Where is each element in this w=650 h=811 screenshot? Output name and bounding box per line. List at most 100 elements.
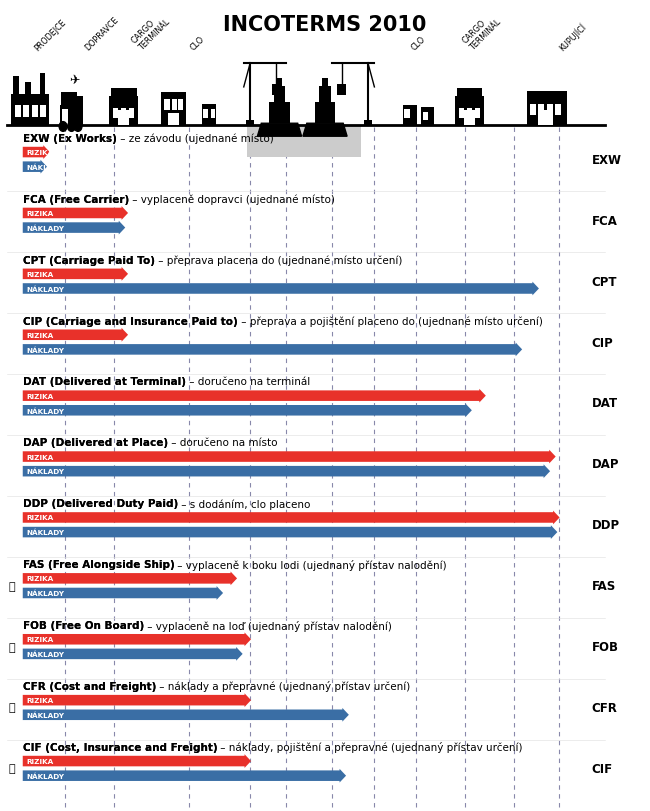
Text: – vyplaceně k boku lodi (ujednaný přístav nalodění): – vyplaceně k boku lodi (ujednaný přísta…	[174, 559, 447, 570]
Text: NÁKLADY: NÁKLADY	[27, 772, 64, 779]
FancyArrow shape	[23, 328, 128, 342]
Text: DDP (Delivered Duty Paid): DDP (Delivered Duty Paid)	[23, 499, 178, 508]
Bar	[457, 89, 482, 97]
Text: DDP: DDP	[592, 518, 619, 532]
Text: NÁKLADY: NÁKLADY	[27, 346, 64, 354]
Text: NÁKLADY: NÁKLADY	[27, 407, 64, 414]
Text: DAP (Delivered at Place): DAP (Delivered at Place)	[23, 438, 168, 448]
Text: RIZIKA: RIZIKA	[27, 515, 54, 521]
Text: FAS (Free Alongside Ship): FAS (Free Alongside Ship)	[23, 560, 174, 569]
Text: EXW: EXW	[592, 153, 621, 167]
FancyArrow shape	[23, 633, 251, 646]
Bar	[422, 113, 428, 121]
Text: CARGO
TERMINÁL: CARGO TERMINÁL	[129, 11, 172, 53]
Text: FAS: FAS	[592, 579, 616, 593]
Text: DAP (Delivered at Place): DAP (Delivered at Place)	[23, 438, 168, 448]
Text: NÁKLADY: NÁKLADY	[27, 711, 64, 719]
Circle shape	[74, 122, 82, 132]
FancyArrow shape	[23, 207, 128, 221]
Bar	[364, 121, 372, 126]
FancyArrow shape	[23, 511, 560, 525]
Text: RIZIKA: RIZIKA	[27, 697, 54, 703]
Text: DAT: DAT	[592, 397, 618, 410]
Bar	[547, 105, 552, 116]
Bar	[168, 114, 179, 126]
FancyArrow shape	[23, 647, 242, 661]
Text: CLO: CLO	[188, 35, 207, 53]
Bar	[246, 121, 254, 126]
FancyArrow shape	[23, 708, 349, 722]
Text: DDP (Delivered Duty Paid): DDP (Delivered Duty Paid)	[23, 499, 178, 508]
Bar	[32, 106, 38, 118]
Text: EXW (Ex Works): EXW (Ex Works)	[23, 134, 116, 144]
Bar	[538, 105, 544, 116]
Text: CIF: CIF	[592, 762, 612, 775]
Text: CLO: CLO	[410, 35, 428, 53]
Bar	[172, 100, 177, 111]
Text: CPT (Carriage Paid To): CPT (Carriage Paid To)	[23, 255, 155, 265]
FancyArrow shape	[23, 161, 47, 174]
Text: CFR: CFR	[592, 701, 618, 714]
Text: NÁKLADY: NÁKLADY	[27, 285, 64, 293]
Text: EXW (Ex Works): EXW (Ex Works)	[23, 134, 116, 144]
Text: CFR (Cost and Freight): CFR (Cost and Freight)	[23, 681, 156, 691]
FancyArrow shape	[23, 465, 550, 478]
Text: NÁKLADY: NÁKLADY	[27, 225, 64, 232]
Text: ✈: ✈	[69, 75, 79, 88]
Text: NÁKLADY: NÁKLADY	[27, 590, 64, 597]
Text: 🚢: 🚢	[8, 702, 15, 713]
Text: PRODEJCE: PRODEJCE	[32, 18, 68, 53]
Bar	[40, 74, 46, 95]
Text: FOB (Free On Board): FOB (Free On Board)	[23, 620, 144, 630]
Text: FCA (Free Carrier): FCA (Free Carrier)	[23, 195, 129, 204]
Bar	[421, 108, 434, 126]
Text: NÁKLADY: NÁKLADY	[27, 650, 64, 658]
Text: INCOTERMS 2010: INCOTERMS 2010	[224, 15, 426, 35]
Bar	[319, 87, 331, 103]
Text: FOB (Free On Board): FOB (Free On Board)	[23, 620, 144, 630]
Text: NÁKLADY: NÁKLADY	[27, 529, 64, 536]
Circle shape	[59, 122, 67, 132]
Text: DOPRAVCE: DOPRAVCE	[83, 15, 120, 53]
Bar	[467, 109, 472, 119]
Text: – přeprava placena do (ujednané místo určení): – přeprava placena do (ujednané místo ur…	[155, 255, 402, 265]
Circle shape	[68, 122, 75, 132]
Text: DAP: DAP	[592, 457, 619, 471]
Text: DAT (Delivered at Terminal): DAT (Delivered at Terminal)	[23, 377, 186, 387]
Text: FCA: FCA	[592, 214, 618, 228]
Bar	[164, 100, 170, 111]
Bar	[337, 84, 346, 96]
Text: CPT (Carriage Paid To): CPT (Carriage Paid To)	[23, 255, 155, 265]
Text: FOB: FOB	[592, 640, 619, 654]
Bar	[526, 92, 567, 126]
Bar	[60, 106, 83, 126]
Bar	[11, 95, 49, 126]
Text: FAS (Free Alongside Ship): FAS (Free Alongside Ship)	[23, 560, 174, 569]
Text: RIZIKA: RIZIKA	[27, 333, 54, 338]
Text: RIZIKA: RIZIKA	[27, 454, 54, 460]
Text: RIZIKA: RIZIKA	[27, 393, 54, 399]
Bar	[25, 83, 31, 95]
FancyArrow shape	[23, 389, 486, 403]
FancyArrow shape	[23, 769, 346, 783]
Bar	[277, 79, 282, 87]
Text: CIP (Carriage and Insurance Paid to): CIP (Carriage and Insurance Paid to)	[23, 316, 237, 326]
Text: RIZIKA: RIZIKA	[27, 758, 54, 764]
Bar	[464, 111, 475, 126]
Bar	[13, 77, 19, 95]
Text: RIZIKA: RIZIKA	[27, 150, 54, 156]
Bar	[322, 79, 328, 87]
Text: 🚢: 🚢	[8, 642, 15, 652]
Bar	[404, 109, 410, 119]
Bar	[203, 109, 208, 119]
FancyArrow shape	[23, 282, 539, 296]
Text: – doručeno na místo: – doručeno na místo	[168, 438, 278, 448]
Bar	[459, 109, 464, 119]
Bar	[178, 100, 183, 111]
Text: RIZIKA: RIZIKA	[27, 637, 54, 642]
Bar	[75, 97, 83, 106]
Text: CARGO
TERMINÁL: CARGO TERMINÁL	[461, 11, 503, 53]
Bar	[40, 106, 46, 118]
Text: CFR (Cost and Freight): CFR (Cost and Freight)	[23, 681, 156, 691]
Bar	[403, 105, 417, 126]
